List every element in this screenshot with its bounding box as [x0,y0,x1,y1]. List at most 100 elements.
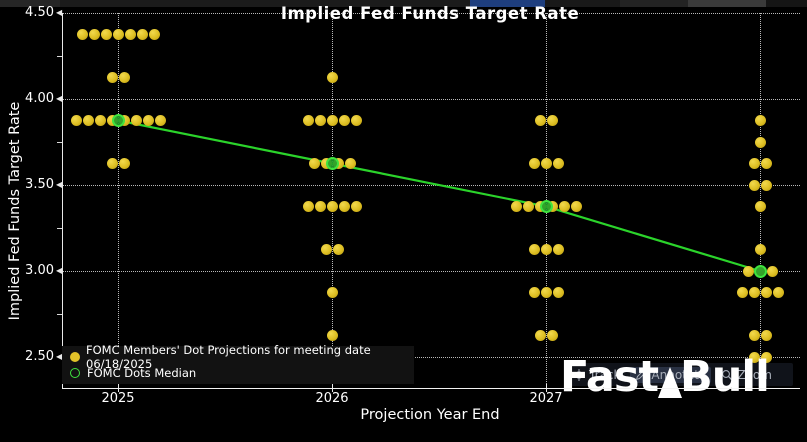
y-tick-minor [57,314,62,315]
fomc-dot [748,351,760,363]
y-tick-label: 4.50 [25,5,54,20]
fomc-dot [754,244,766,255]
x-axis-title: Projection Year End [360,407,500,423]
fomc-dot [552,158,564,169]
y-tick-arrow-icon: ◀ [56,352,63,361]
fomc-dot [82,115,94,126]
watermark-text-bull: Bull [680,352,770,402]
fomc-dot [326,287,338,298]
fomc-dot [552,287,564,298]
fomc-dot [154,115,166,126]
fomc-median-dot [539,200,553,213]
fomc-median-dot [753,264,767,278]
fomc-dot [94,115,106,126]
fomc-dot [510,201,522,212]
top-bar-segment [545,0,620,7]
fomc-dot [748,179,760,191]
fastbull-watermark: Fast Bull [560,352,770,402]
legend-item-median: FOMC Dots Median [68,365,414,381]
fomc-dot [142,115,154,126]
fomc-dot [558,201,570,212]
fomc-dot [326,72,338,83]
fomc-dot [148,29,160,40]
y-tick-minor [57,56,62,57]
annotate-icon [636,369,647,380]
y-tick-label: 3.00 [25,263,54,278]
fomc-dot [118,72,130,83]
fomc-dot [130,115,142,126]
top-bar-segment [60,0,470,7]
fomc-dot [522,201,534,212]
zoom-label: Zoom [737,367,772,382]
fomc-dot [760,330,772,341]
fomc-median-dot [111,114,125,127]
fomc-dot [350,115,362,126]
track-icon [573,368,585,381]
fomc-dot [540,158,552,169]
fomc-dot [760,287,772,298]
y-axis-line [62,13,63,388]
yellow-dot-icon [70,352,80,362]
top-bar-segment [766,0,807,7]
fomc-dot [748,158,760,169]
y-tick-arrow-icon: ◀ [56,180,63,189]
fomc-median-dot [325,157,339,170]
fomc-dot [772,287,784,298]
green-circle-icon [70,368,80,378]
y-gridline [62,13,800,14]
fomc-dot [302,201,314,212]
legend-label: FOMC Members' Dot Projections for meetin… [86,343,371,371]
y-tick-arrow-icon: ◀ [56,266,63,275]
legend-label: FOMC Dots Median [87,366,197,380]
top-bar-segment [620,0,688,7]
y-tick-arrow-icon: ◀ [56,8,63,17]
x-tick-label: 2027 [529,391,563,406]
fomc-dot [338,115,350,126]
fomc-dot [88,29,100,40]
fomc-dot [534,330,546,341]
y-tick-label: 2.50 [25,349,54,364]
fomc-dot [106,158,118,169]
y-gridline [62,99,800,100]
fomc-dot [760,351,772,363]
fomc-dot [136,29,148,40]
fomc-dot [766,265,778,277]
fomc-dot [736,287,748,298]
fomc-dot [528,158,540,169]
fomc-dot [314,115,326,126]
fomc-dot [326,115,338,126]
y-tick-label: 3.50 [25,177,54,192]
fomc-dot [332,244,344,255]
fomc-dot [338,201,350,212]
fomc-dot [124,29,136,40]
top-bar-segment[interactable] [688,0,766,7]
track-button[interactable]: Track [573,368,620,382]
x-gridline [118,13,119,388]
fomc-dot [546,115,558,126]
y-gridline [62,271,800,272]
fomc-dot [106,72,118,83]
legend: FOMC Members' Dot Projections for meetin… [62,343,414,384]
zoom-button[interactable]: Zoom [721,368,772,382]
top-bar-segment [0,0,60,7]
y-gridline [62,357,800,358]
fomc-dot [760,179,772,191]
fomc-dot [754,115,766,126]
fomc-dot [76,29,88,40]
track-label: Track [589,367,621,382]
fomc-dot [540,244,552,255]
fomc-dot [754,136,766,148]
fomc-dot [742,265,754,277]
fomc-dot [112,29,124,40]
fomc-dot [100,29,112,40]
top-bar-segment-active[interactable] [470,0,545,7]
fomc-dot [528,287,540,298]
y-tick-minor [57,228,62,229]
fomc-dot [308,158,320,169]
x-axis-line [62,388,800,389]
fomc-dot [344,158,356,169]
fomc-dot [320,244,332,255]
fomc-dot [118,158,130,169]
fomc-dot [748,287,760,298]
